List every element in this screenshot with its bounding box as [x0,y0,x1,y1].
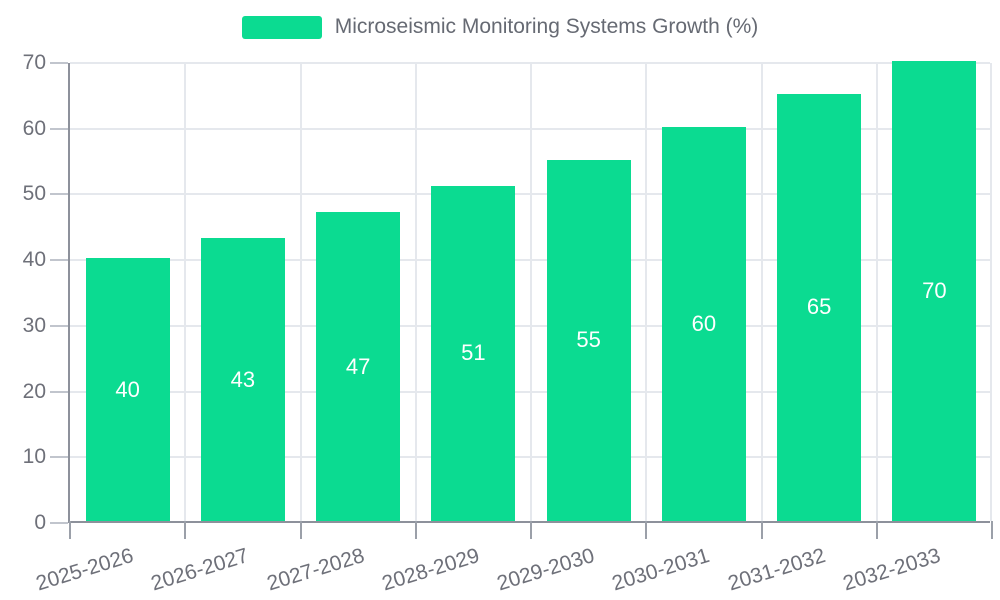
bar[interactable]: 55 [546,159,631,521]
x-axis-label: 2030-2031 [609,544,713,596]
x-axis-tick [645,521,648,539]
x-axis-tick [991,521,993,539]
y-axis-label: 40 [22,248,46,272]
bar-value-label: 43 [230,366,256,392]
x-axis-label: 2026-2027 [148,544,252,596]
x-axis-tick [875,521,878,539]
x-axis-tick [69,521,71,539]
gridline-vertical [299,63,302,521]
y-axis-tick [50,324,68,327]
x-axis-tick [184,521,187,539]
gridline-vertical [184,63,187,521]
bar[interactable]: 70 [892,61,977,521]
x-axis-label: 2031-2032 [725,544,828,596]
x-axis-tick [530,521,532,539]
y-axis-label: 0 [34,511,46,534]
legend-label: Microseismic Monitoring Systems Growth (… [334,15,759,38]
bar-value-label: 65 [806,294,832,320]
bar[interactable]: 40 [85,258,170,521]
y-axis-label: 30 [22,313,46,337]
gridline-vertical [414,63,417,521]
x-axis-label: 2025-2026 [33,544,137,596]
gridline-vertical [760,63,763,521]
y-axis-tick [50,456,68,459]
gridline-vertical [875,63,878,521]
y-axis-tick [50,390,68,393]
y-axis-tick [50,127,68,130]
bar[interactable]: 65 [777,93,862,521]
x-axis-label: 2027-2028 [264,544,367,596]
gridline-vertical [530,63,532,521]
bar-value-label: 55 [576,327,601,353]
plot-area: 0 10 20 30 40 50 60 70 40 43 47 51 55 60 65 70 2025-2026… [23,51,993,595]
legend-swatch [241,15,322,39]
bar[interactable]: 43 [200,238,285,521]
x-axis-label: 2029-2030 [494,544,598,596]
y-axis-label: 20 [22,379,46,403]
bar-value-label: 70 [922,278,947,303]
bar-value-label: 51 [461,340,486,366]
bar-value-label: 60 [691,310,717,336]
bar[interactable]: 47 [316,212,401,521]
y-axis-tick [50,259,68,262]
y-axis-tick [50,193,68,196]
bar[interactable]: 60 [661,126,746,521]
x-axis-label: 2032-2033 [840,544,944,596]
y-axis-label: 60 [22,116,46,140]
x-axis-tick [414,521,417,539]
gridline-vertical [645,63,648,521]
gridline-vertical [990,63,992,521]
x-axis-tick [299,521,302,539]
x-axis-tick [760,521,763,539]
legend-item[interactable]: Microseismic Monitoring Systems Growth (… [0,14,1000,40]
y-axis-tick [50,62,68,64]
y-axis-label: 50 [22,182,46,206]
bar-value-label: 40 [115,376,140,402]
bar[interactable]: 51 [431,185,516,521]
y-axis-label: 10 [22,445,46,469]
y-axis-label: 70 [22,51,46,74]
bar-value-label: 47 [345,353,371,379]
x-axis-label: 2028-2029 [379,544,483,596]
y-axis-tick [50,522,68,524]
